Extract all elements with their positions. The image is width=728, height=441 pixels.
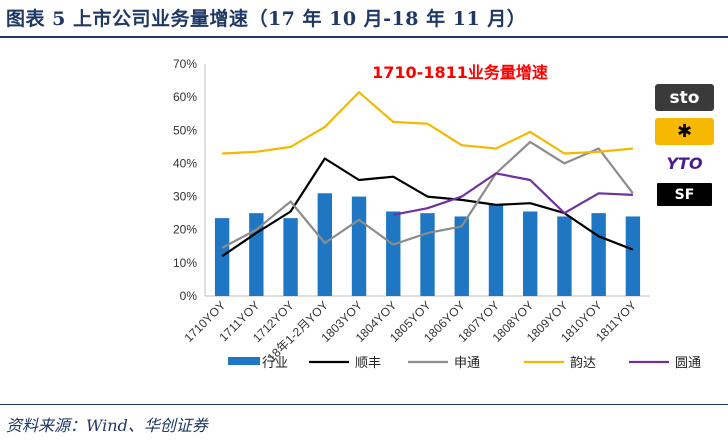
sto-logo: sto [655, 84, 714, 111]
line-圆通 [393, 172, 633, 216]
legend: 行业 顺丰 申通 韵达 圆通 [228, 356, 701, 371]
bar-行业-1807YOY [488, 204, 504, 296]
legend-label-顺丰: 顺丰 [355, 356, 381, 371]
x-tick-labels: 1710YOY1711YOY1712YOY18年1-2月YOY1803YOY18… [182, 298, 639, 365]
source-rule [0, 404, 728, 405]
yto-logo: YTO [655, 150, 714, 177]
bar-行业-1809YOY [557, 216, 572, 296]
legend-label-行业: 行业 [262, 356, 288, 371]
bar-行业-1810YOY [591, 213, 606, 296]
y-tick-label: 50% [173, 123, 197, 137]
bar-行业-1811YOY [625, 216, 641, 296]
bar-行业-1808YOY [523, 211, 538, 296]
y-tick-label: 10% [173, 256, 197, 270]
bar-行业-1803YOY [351, 196, 367, 296]
chart: 0% 10% 20% 30% 40% 50% 60% 70% 1710YOY1711YOY17… [173, 57, 701, 371]
y-tick-label: 0% [180, 289, 198, 303]
y-tick-label: 40% [173, 156, 197, 170]
line-series [221, 91, 634, 258]
bar-行业-1710YOY [214, 218, 230, 296]
y-tick-label: 70% [173, 57, 197, 71]
chart-title: 1710-1811业务量增速 [372, 63, 548, 82]
y-tick-label: 60% [173, 90, 197, 104]
bar-行业-1806YOY [454, 216, 469, 296]
bar-行业-1712YOY [283, 218, 298, 296]
source-note: 资料来源：Wind、华创证券 [6, 416, 208, 435]
line-韵达 [222, 91, 634, 155]
y-tick-label: 20% [173, 223, 197, 237]
title-rule [0, 36, 728, 38]
yunda-logo: ✱ [655, 118, 714, 145]
bar-行业-1804YOY [386, 211, 401, 296]
sf-logo: SF [655, 181, 714, 208]
legend-label-圆通: 圆通 [675, 356, 701, 371]
bar-行业-18年1-2月YOY [317, 193, 332, 296]
bar-行业-1711YOY [249, 213, 264, 296]
y-tick-label: 30% [173, 190, 197, 204]
chart-axes: 0% 10% 20% 30% 40% 50% 60% 70% [173, 57, 650, 303]
legend-swatch-行业 [228, 357, 260, 365]
legend-label-申通: 申通 [454, 356, 480, 371]
bar-行业-1805YOY [420, 213, 435, 296]
line-申通 [221, 140, 634, 249]
figure-title: 图表 5 上市公司业务量增速（17 年 10 月-18 年 11 月） [6, 8, 527, 30]
legend-label-韵达: 韵达 [570, 356, 596, 371]
